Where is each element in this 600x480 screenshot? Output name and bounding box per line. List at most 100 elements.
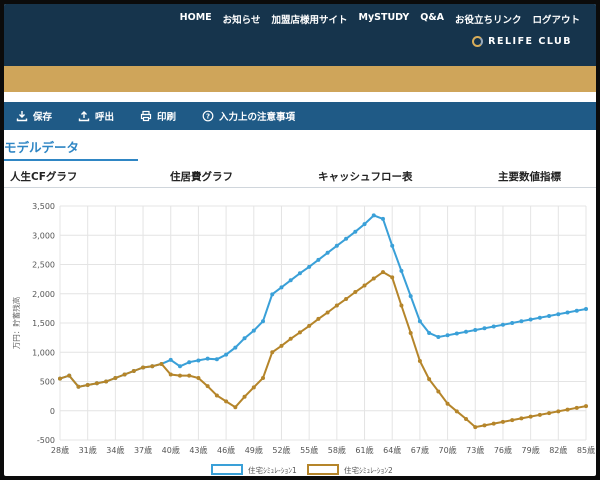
data-point — [556, 409, 561, 414]
nav-home-link[interactable]: HOME — [179, 12, 212, 23]
gold-banner — [4, 66, 596, 92]
legend-label: 住宅ｼﾐｭﾚ-ｼｮﾝ1 — [248, 465, 297, 475]
data-point — [122, 372, 127, 377]
legend-label: 住宅ｼﾐｭﾚ-ｼｮﾝ2 — [344, 465, 393, 475]
nav-useful-links-link[interactable]: お役立ちリンク — [454, 15, 522, 26]
x-tick-label: 76歳 — [494, 445, 512, 455]
nav-qa-link[interactable]: Q&A — [420, 12, 444, 23]
data-point — [242, 394, 247, 399]
nav-news-link[interactable]: お知らせ — [222, 15, 261, 26]
data-point — [214, 357, 219, 362]
data-point — [417, 319, 422, 324]
data-point — [104, 379, 109, 384]
data-point — [537, 315, 542, 320]
data-point — [556, 312, 561, 317]
data-point — [445, 401, 450, 406]
data-point — [187, 360, 192, 365]
data-point — [196, 375, 201, 380]
data-point — [510, 321, 515, 325]
load-button[interactable]: 呼出 — [78, 109, 114, 123]
chart-tabs: 人生CFグラフ 住居費グラフ キャッシュフロー表 主要数値指標 — [4, 159, 596, 188]
data-point — [362, 222, 367, 227]
data-point — [205, 384, 210, 389]
app-window: HOME お知らせ 加盟店様用サイト MySTUDY Q&A お役立ちリンク ロ… — [4, 4, 596, 476]
data-point — [297, 271, 302, 276]
life-cf-chart: 3,500 3,000 2,500 2,000 1,500 1,000 500 0 -500 28… — [4, 190, 596, 476]
input-notes-label: 入力上の注意事項 — [219, 112, 296, 123]
brand-name: RELIFE CLUB — [488, 36, 572, 47]
data-point — [464, 416, 469, 421]
data-point — [427, 330, 432, 335]
save-button[interactable]: 保存 — [16, 109, 52, 123]
data-point — [177, 373, 182, 378]
data-point — [334, 303, 339, 308]
data-point — [464, 329, 469, 334]
data-point — [325, 250, 330, 255]
data-point — [427, 377, 432, 382]
y-tick-label: 2,000 — [32, 290, 55, 299]
data-point — [242, 336, 247, 341]
data-point — [519, 319, 524, 324]
series-line-2 — [59, 270, 587, 429]
nav-logout-link[interactable]: ログアウト — [532, 15, 580, 26]
data-point — [436, 335, 441, 340]
data-point — [177, 364, 182, 369]
data-point — [270, 292, 275, 297]
tab-key-indicators[interactable]: 主要数値指標 — [498, 171, 561, 183]
data-point — [279, 285, 284, 290]
data-point — [205, 356, 210, 361]
data-point — [547, 313, 552, 318]
data-point — [362, 283, 367, 288]
data-point — [85, 383, 90, 388]
data-point — [76, 384, 81, 389]
data-point — [371, 276, 376, 281]
data-point — [187, 373, 192, 378]
data-point — [325, 310, 330, 315]
data-point — [150, 364, 155, 369]
y-tick-label: 3,500 — [32, 202, 55, 211]
data-point — [196, 358, 201, 363]
x-tick-label: 37歳 — [134, 445, 152, 455]
data-point — [297, 330, 302, 335]
data-point — [482, 326, 487, 331]
y-tick-label: 2,500 — [32, 261, 55, 270]
data-point — [168, 357, 173, 362]
x-tick-label: 70歳 — [438, 445, 456, 455]
data-point — [159, 361, 164, 366]
tab-life-cf-graph[interactable]: 人生CFグラフ — [10, 171, 78, 183]
nav-member-site-link[interactable]: 加盟店様用サイト — [271, 15, 348, 26]
top-navigation: HOME お知らせ 加盟店様用サイト MySTUDY Q&A お役立ちリンク ロ… — [180, 12, 580, 26]
data-point — [316, 257, 321, 262]
data-point — [67, 373, 72, 378]
brand-logo: RELIFE CLUB — [472, 36, 572, 47]
question-circle-icon: ? — [202, 110, 214, 122]
save-label: 保存 — [33, 112, 53, 123]
data-point — [353, 229, 358, 234]
data-point — [408, 294, 413, 299]
section-title: モデルデータ — [4, 140, 80, 155]
data-point — [380, 270, 385, 275]
data-point — [500, 419, 505, 424]
data-point — [584, 306, 588, 311]
tab-housing-cost-graph[interactable]: 住居費グラフ — [170, 171, 233, 183]
y-tick-label: 1,500 — [32, 319, 55, 328]
data-point — [473, 328, 478, 333]
nav-mystudy-link[interactable]: MySTUDY — [358, 12, 410, 23]
y-tick-label: 3,000 — [32, 231, 55, 240]
data-point — [574, 308, 579, 313]
tab-cashflow-table[interactable]: キャッシュフロー表 — [318, 171, 413, 183]
data-point — [399, 303, 404, 308]
data-point — [261, 319, 266, 324]
y-axis-label: 万円：貯蓄残高 — [11, 296, 21, 349]
chart-svg: 3,500 3,000 2,500 2,000 1,500 1,000 500 0 -50028… — [11, 202, 595, 475]
action-toolbar: 保存 呼出 印刷 ? 入力上の注意事項 — [4, 102, 596, 130]
input-notes-button[interactable]: ? 入力上の注意事項 — [202, 109, 295, 123]
data-point — [251, 328, 256, 333]
print-button[interactable]: 印刷 — [140, 109, 176, 123]
x-tick-label: 43歳 — [189, 445, 207, 455]
data-point — [113, 375, 118, 380]
data-point — [353, 289, 358, 294]
data-point — [371, 213, 376, 218]
data-point — [390, 275, 395, 280]
data-point — [510, 418, 515, 423]
